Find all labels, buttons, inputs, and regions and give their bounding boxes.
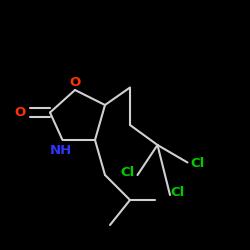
Text: Cl: Cl [190, 157, 204, 170]
Text: O: O [70, 76, 81, 88]
Text: Cl: Cl [120, 166, 134, 179]
Text: O: O [15, 106, 26, 119]
Text: Cl: Cl [170, 186, 185, 199]
Text: NH: NH [50, 144, 72, 157]
